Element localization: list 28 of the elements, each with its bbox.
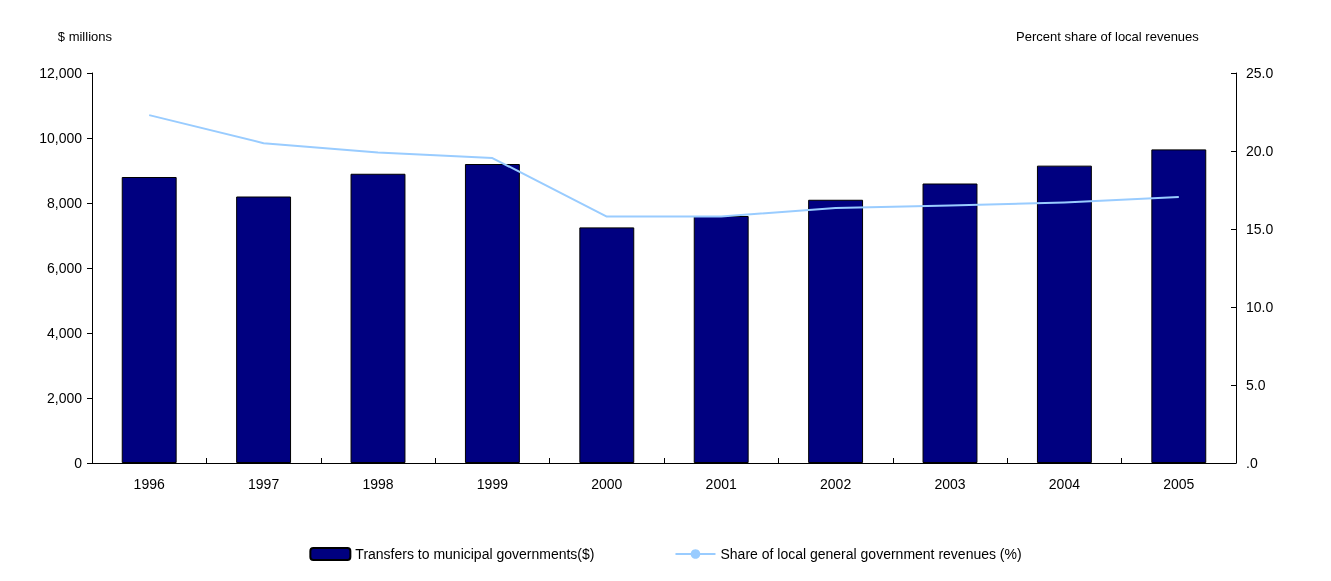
y-axis-title: $ millions <box>57 29 113 44</box>
y2-axis-title: Percent share of local revenues <box>1016 29 1200 44</box>
x-tick-label: 2001 <box>705 476 737 492</box>
x-tick-label: 2002 <box>820 476 852 492</box>
x-tick-label: 2000 <box>591 476 623 492</box>
y2-tick-label: 5.0 <box>1246 377 1266 393</box>
line-series <box>148 114 1180 218</box>
x-tick-label: 2005 <box>1163 476 1195 492</box>
y-tick-label: 6,000 <box>46 260 83 276</box>
y2-tick-label: 15.0 <box>1246 221 1274 237</box>
x-tick-label: 2004 <box>1048 476 1081 492</box>
y2-tick-label: 25.0 <box>1246 65 1274 81</box>
legend-label: Share of local general government revenues (%) <box>720 546 1022 562</box>
x-tick-label: 1997 <box>248 476 280 492</box>
y2-tick-label: .0 <box>1246 455 1258 471</box>
x-tick-label: 1999 <box>476 476 509 492</box>
x-tick-label: 1996 <box>133 476 165 492</box>
x-tick-label: 1998 <box>362 476 394 492</box>
y-tick-label: 4,000 <box>46 325 83 341</box>
y-tick-label: 2,000 <box>46 390 83 406</box>
legend-label: Transfers to municipal governments($) <box>355 546 595 562</box>
y-tick-label: 8,000 <box>46 195 83 211</box>
y-tick-label: 0 <box>74 455 83 471</box>
y2-tick-label: 10.0 <box>1246 299 1274 315</box>
y-tick-label: 10,000 <box>39 130 83 146</box>
x-tick-label: 2003 <box>934 476 966 492</box>
y-tick-label: 12,000 <box>39 65 83 81</box>
y2-tick-label: 20.0 <box>1246 143 1274 159</box>
